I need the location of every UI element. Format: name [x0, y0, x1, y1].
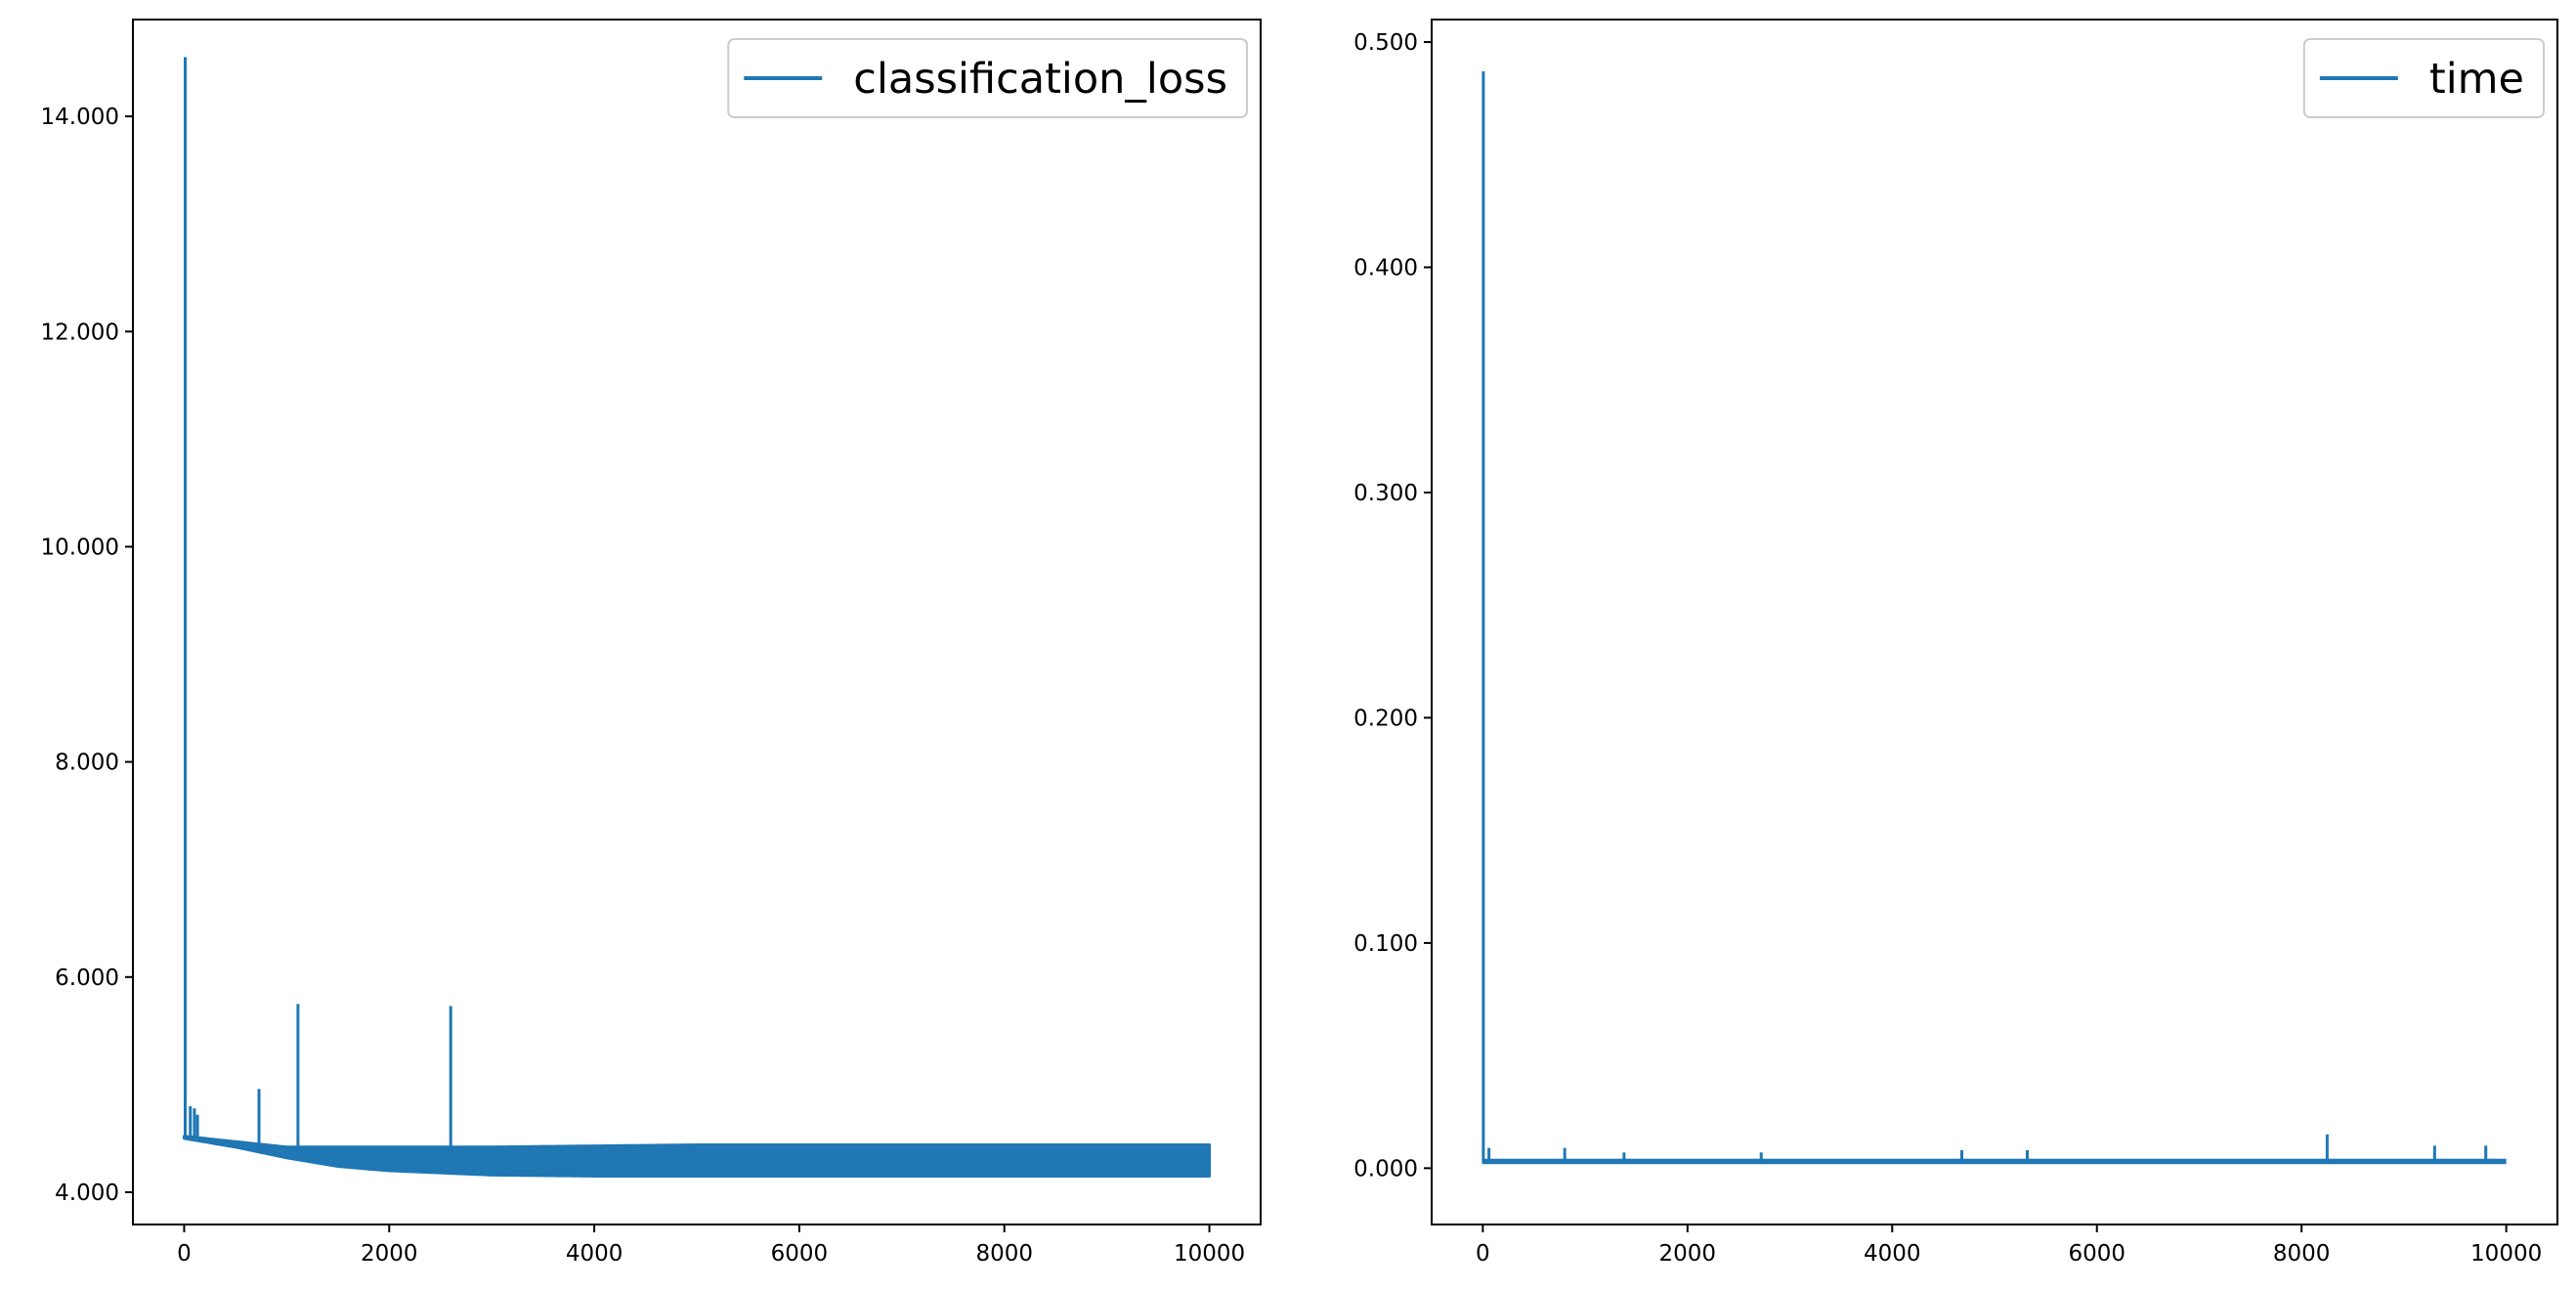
y-tick-label: 10.000: [41, 535, 119, 560]
y-tick-label: 0.300: [1353, 481, 1418, 506]
y-tick-label: 0.500: [1353, 30, 1418, 56]
time-y-axis: 0.000 0.100 0.200 0.300 0.400 0.500: [1353, 30, 1432, 1182]
y-tick-label: 0.000: [1353, 1156, 1418, 1182]
time-baseline: [1482, 1158, 2507, 1165]
y-tick-label: 0.400: [1353, 256, 1418, 281]
legend-label: classification_loss: [853, 55, 1227, 104]
x-tick-label: 0: [177, 1241, 192, 1267]
x-tick-label: 6000: [2068, 1241, 2125, 1267]
classification-loss-legend: classification_loss: [727, 38, 1248, 118]
time-chart: 0 2000 4000 6000 8000 10000 0.0000.1000.2000.…: [1353, 19, 2558, 1267]
y-tick-label: 6.000: [55, 966, 119, 991]
y-tick-label: 8.000: [55, 751, 119, 776]
legend-label: time: [2429, 55, 2524, 104]
classification-loss-y-axis: 4.000 6.000 8.000 10.000 12.000 14.000: [41, 105, 133, 1206]
y-tick-label: 0.200: [1353, 706, 1418, 731]
x-tick-label: 2000: [1659, 1241, 1717, 1267]
time-legend: time: [2302, 38, 2545, 118]
x-tick-label: 4000: [566, 1241, 623, 1267]
time-marks: [1481, 71, 2507, 1165]
x-tick-label: 8000: [975, 1241, 1033, 1267]
x-tick-label: 0: [1476, 1241, 1490, 1267]
x-tick-label: 2000: [361, 1241, 418, 1267]
legend-box: [727, 38, 1248, 118]
time-x-axis: 0 2000 4000 6000 8000 10000: [1476, 1225, 2542, 1267]
loss-band: [182, 1135, 1212, 1178]
x-tick-label: 8000: [2273, 1241, 2331, 1267]
classification-loss-axes-frame: [132, 19, 1262, 1225]
classification-loss-x-axis: 0 2000 4000 6000 8000 10000: [177, 1225, 1245, 1267]
classification-loss-marks: [182, 57, 1212, 1178]
x-tick-label: 10000: [1174, 1241, 1245, 1267]
y-tick-label: 12.000: [41, 320, 119, 345]
y-tick-label: 0.100: [1353, 931, 1418, 957]
x-tick-label: 10000: [2470, 1241, 2542, 1267]
classification-loss-chart: 0 2000 4000 6000 8000 10000 4.000 6.000 8.000 10…: [41, 19, 1262, 1267]
y-tick-label: 14.000: [41, 105, 119, 130]
time-axes-frame: [1431, 19, 2558, 1225]
y-tick-label: 4.000: [55, 1181, 119, 1206]
x-tick-label: 6000: [771, 1241, 829, 1267]
legend-box: [2302, 38, 2545, 118]
x-tick-label: 4000: [1864, 1241, 1921, 1267]
